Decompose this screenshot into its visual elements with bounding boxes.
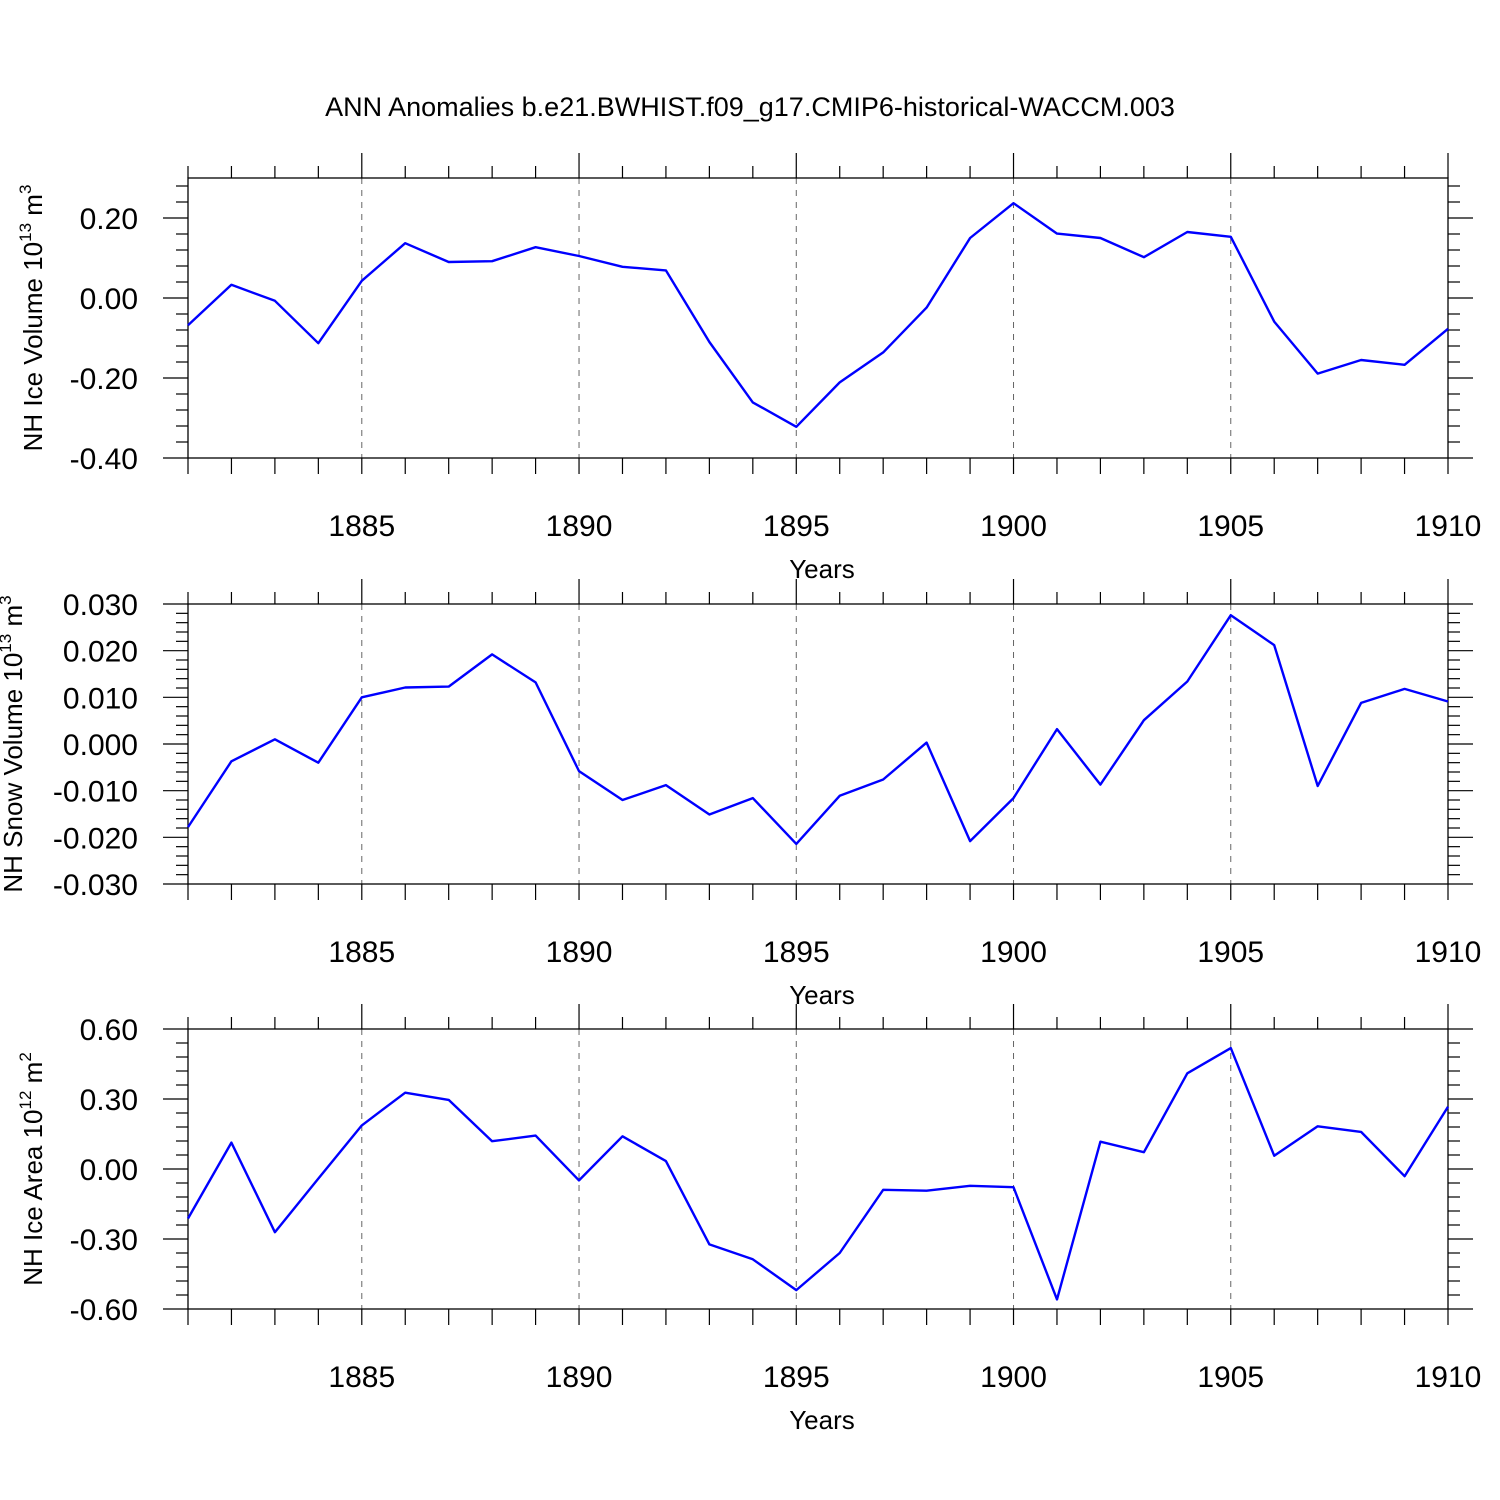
- y-tick-label: 0.60: [80, 1014, 138, 1047]
- x-tick-label: 1900: [980, 1361, 1047, 1394]
- y-tick-label: 0.010: [63, 682, 138, 715]
- x-axis-label: Years: [789, 1405, 855, 1435]
- y-tick-label: 0.20: [80, 203, 138, 236]
- panel-3: -0.60 -0.30 0.00 0.30 0.60 1885 1890 1895 1900 19…: [16, 1004, 1481, 1435]
- series-line: [187, 201, 1449, 428]
- y-axis-label: NH Ice Volume 1013 m3: [16, 185, 48, 452]
- x-tick-label: 1890: [546, 936, 613, 969]
- x-tick-label: 1895: [763, 510, 830, 543]
- x-axis-label: Years: [789, 554, 855, 584]
- panels: -0.40 -0.20 0.00 0.20 1885 1890 1895 1900 1905 19…: [0, 153, 1481, 1435]
- y-tick-label: 0.00: [80, 283, 138, 316]
- x-tick-label: 1885: [328, 510, 395, 543]
- x-axis-label: Years: [789, 980, 855, 1010]
- chart-title: ANN Anomalies b.e21.BWHIST.f09_g17.CMIP6…: [325, 92, 1175, 122]
- plot-frame: [187, 1028, 1449, 1310]
- y-tick-label: -0.030: [53, 869, 138, 902]
- y-tick-label: -0.010: [53, 776, 138, 809]
- series-line: [186, 614, 1449, 846]
- y-tick-label: -0.40: [70, 443, 138, 476]
- y-tick-label: -0.020: [53, 822, 138, 855]
- panel-2: -0.030 -0.020 -0.010 0.000 0.010 0.020 0.030 18…: [0, 579, 1481, 1010]
- y-tick-label: 0.30: [80, 1084, 138, 1117]
- y-axis-label: NH Ice Area 1012 m2: [16, 1052, 48, 1286]
- y-tick-label: -0.60: [70, 1294, 138, 1327]
- x-tick-label: 1895: [763, 936, 830, 969]
- panel-1: -0.40 -0.20 0.00 0.20 1885 1890 1895 1900 1905 19…: [16, 153, 1481, 584]
- x-tick-label: 1890: [546, 1361, 613, 1394]
- y-tick-label: 0.030: [63, 589, 138, 622]
- y-axis-label: NH Snow Volume 1013 m3: [0, 595, 28, 892]
- x-tick-label: 1900: [980, 936, 1047, 969]
- y-tick-label: -0.20: [70, 363, 138, 396]
- x-tick-label: 1900: [980, 510, 1047, 543]
- x-tick-label: 1905: [1197, 510, 1264, 543]
- plot-frame: [187, 177, 1449, 459]
- x-tick-label: 1910: [1415, 1361, 1482, 1394]
- x-tick-label: 1890: [546, 510, 613, 543]
- y-tick-label: -0.30: [70, 1224, 138, 1257]
- x-tick-label: 1885: [328, 936, 395, 969]
- x-tick-label: 1910: [1415, 936, 1482, 969]
- y-tick-label: 0.000: [63, 729, 138, 762]
- x-tick-label: 1910: [1415, 510, 1482, 543]
- plot-frame: [187, 603, 1449, 885]
- y-tick-label: 0.00: [80, 1154, 138, 1187]
- x-tick-label: 1885: [328, 1361, 395, 1394]
- series-line: [186, 1046, 1450, 1301]
- x-tick-label: 1905: [1197, 1361, 1264, 1394]
- y-tick-label: 0.020: [63, 636, 138, 669]
- x-tick-label: 1905: [1197, 936, 1264, 969]
- x-tick-label: 1895: [763, 1361, 830, 1394]
